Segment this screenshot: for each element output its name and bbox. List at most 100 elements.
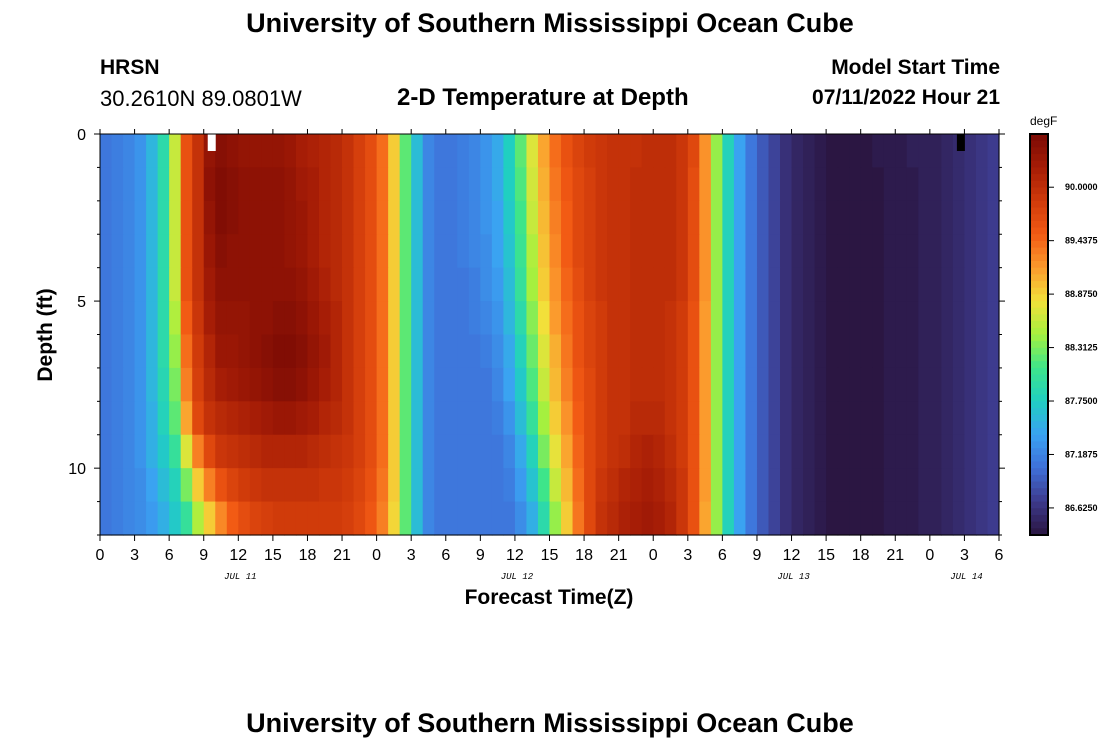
heatmap-cell	[561, 167, 574, 202]
heatmap-cell	[261, 334, 274, 369]
heatmap-cell	[100, 401, 113, 436]
heatmap-cell	[238, 367, 251, 402]
heatmap-cell	[388, 267, 401, 302]
heatmap-cell	[584, 334, 597, 369]
heatmap-cell	[941, 134, 954, 169]
heatmap-cell	[584, 134, 597, 169]
heatmap-cell	[780, 367, 793, 402]
heatmap-cell	[215, 401, 228, 436]
heatmap-cell	[918, 267, 931, 302]
heatmap-cell	[906, 367, 919, 402]
heatmap-cell	[445, 134, 458, 169]
heatmap-cell	[929, 167, 942, 202]
heatmap-cell	[549, 334, 562, 369]
heatmap-cell	[134, 434, 147, 469]
heatmap-cell	[756, 267, 770, 302]
x-tick-label: 18	[299, 547, 317, 564]
colorbar-segment	[1030, 140, 1048, 148]
colorbar-segment	[1030, 521, 1048, 529]
heatmap-cell	[238, 334, 251, 369]
heatmap-cell	[330, 134, 343, 169]
heatmap-cell	[964, 301, 977, 336]
heatmap-cell	[975, 301, 989, 336]
heatmap-cell	[837, 301, 850, 336]
heatmap-cell	[733, 367, 747, 402]
heatmap-cell	[365, 401, 378, 436]
heatmap-cell	[883, 367, 896, 402]
heatmap-cell	[826, 234, 839, 269]
heatmap-cell	[768, 468, 781, 503]
heatmap-cell	[203, 267, 216, 302]
heatmap-cell	[238, 234, 251, 269]
heatmap-cell	[964, 167, 977, 202]
heatmap-cell	[157, 367, 170, 402]
heatmap-cell	[733, 401, 747, 436]
heatmap-cell	[468, 134, 481, 169]
heatmap-cell	[388, 334, 401, 369]
colorbar-segment	[1030, 354, 1048, 362]
heatmap-cell	[365, 434, 378, 469]
heatmap-cell	[192, 167, 205, 202]
heatmap-cell	[376, 367, 389, 402]
heatmap-cell	[318, 234, 332, 269]
heatmap-cell	[849, 468, 862, 503]
x-tick-label: 15	[817, 547, 835, 564]
heatmap-cell	[100, 200, 113, 235]
heatmap-cell	[883, 167, 896, 202]
heatmap-cell	[826, 501, 839, 536]
heatmap-cell	[814, 468, 827, 503]
heatmap-cell	[987, 200, 1000, 235]
heatmap-cell	[388, 200, 401, 235]
heatmap-cell	[964, 401, 977, 436]
heatmap-cell	[676, 134, 689, 169]
heatmap-cell	[756, 367, 770, 402]
heatmap-cell	[780, 334, 793, 369]
heatmap-cell	[491, 501, 504, 536]
heatmap-cell	[975, 167, 989, 202]
heatmap-cell	[180, 200, 193, 235]
heatmap-cell	[169, 334, 182, 369]
heatmap-cell	[134, 134, 147, 169]
heatmap-cell	[572, 434, 585, 469]
colorbar-segment	[1030, 307, 1048, 315]
x-axis-title: Forecast Time(Z)	[465, 586, 634, 609]
heatmap-cell	[676, 200, 689, 235]
x-tick-label: 0	[649, 547, 658, 564]
heatmap-cell	[929, 134, 942, 169]
day-label: JUL 13	[777, 572, 810, 582]
heatmap-cell	[284, 334, 297, 369]
heatmap-cell	[676, 501, 689, 536]
heatmap-cell	[964, 434, 977, 469]
heatmap-cell	[261, 367, 274, 402]
heatmap-cell	[180, 401, 193, 436]
heatmap-cell	[768, 501, 781, 536]
heatmap-cell	[203, 334, 216, 369]
heatmap-cell	[664, 267, 677, 302]
x-tick-label: 12	[783, 547, 801, 564]
heatmap-cell	[837, 501, 850, 536]
heatmap-cell	[215, 134, 228, 169]
colorbar-segment	[1030, 194, 1048, 202]
heatmap-cell	[261, 200, 274, 235]
heatmap-cell	[111, 167, 124, 202]
heatmap-cell	[549, 301, 562, 336]
heatmap-cell	[975, 434, 989, 469]
heatmap-cell	[733, 134, 747, 169]
heatmap-cell	[330, 267, 343, 302]
heatmap-cell	[699, 234, 712, 269]
heatmap-cell	[180, 134, 193, 169]
heatmap-cell	[722, 468, 735, 503]
heatmap-cell	[342, 267, 355, 302]
heatmap-cell	[572, 301, 585, 336]
heatmap-cell	[733, 334, 747, 369]
heatmap-cell	[526, 134, 539, 169]
heatmap-cell	[249, 200, 262, 235]
heatmap-cell	[307, 234, 320, 269]
heatmap-cell	[399, 234, 412, 269]
heatmap-cell	[561, 501, 574, 536]
heatmap-cell	[342, 200, 355, 235]
heatmap-cell	[653, 167, 666, 202]
heatmap-cell	[814, 234, 827, 269]
heatmap-cell	[376, 501, 389, 536]
heatmap-cell	[353, 367, 366, 402]
